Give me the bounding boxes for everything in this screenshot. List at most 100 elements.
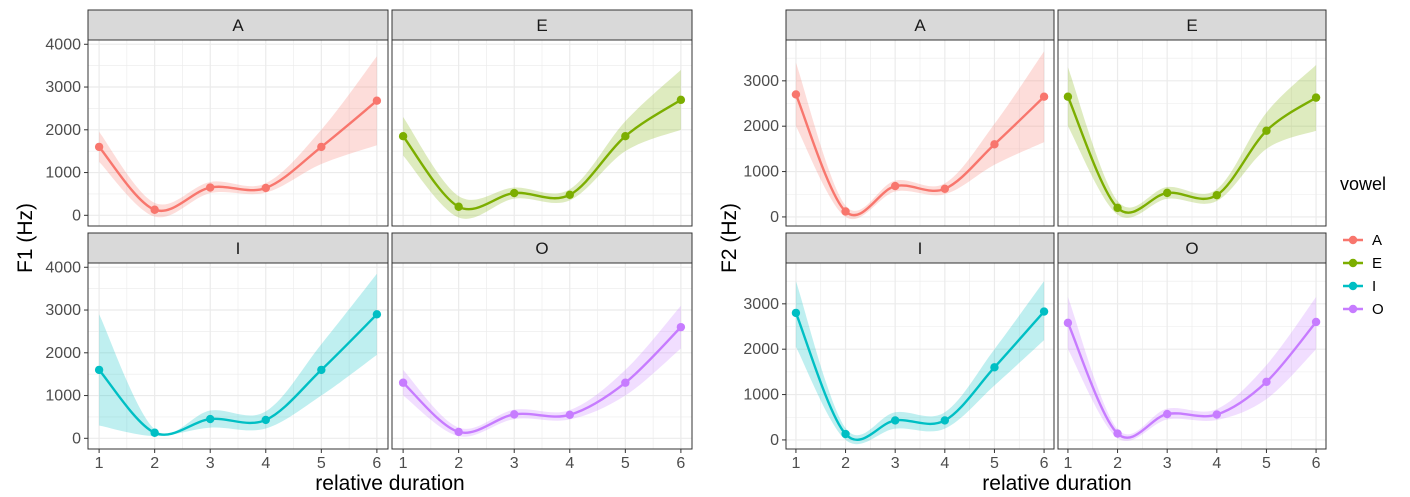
x-tick-label: 3: [1163, 455, 1172, 472]
legend-key-point: [1348, 258, 1358, 268]
y-tick-label: 2000: [743, 341, 779, 358]
data-point: [1039, 307, 1049, 316]
data-point: [398, 132, 408, 141]
data-point: [676, 95, 686, 105]
data-point: [1162, 409, 1172, 419]
facet-figure-2: A 0 1000 2000 3000 E I 0 1000 2000 3000 1 2 3 4 5 6 O 1 2 3 4…: [718, 9, 1327, 495]
panel-border: [87, 39, 389, 227]
legend-item-a: A: [1343, 232, 1382, 249]
data-point: [94, 365, 104, 375]
data-point: [372, 310, 382, 319]
strip-label: A: [232, 16, 244, 35]
y-tick-label: 4000: [45, 36, 81, 53]
panel-border: [87, 262, 389, 450]
data-point: [206, 183, 215, 192]
x-tick-label: 4: [1212, 455, 1221, 472]
facet-figure-1: A 0 1000 2000 3000 4000 E I 0 1000 2000 3000 4000 1 2 3…: [14, 9, 693, 495]
data-point: [206, 414, 215, 424]
data-point: [1262, 377, 1271, 387]
data-point: [890, 181, 900, 191]
data-point: [841, 207, 850, 216]
y-tick-label: 4000: [45, 259, 81, 276]
data-point: [676, 322, 686, 332]
data-point: [454, 427, 463, 437]
x-tick-label: 4: [940, 455, 949, 472]
y-tick-label: 1000: [743, 387, 779, 404]
x-tick-label: 6: [1040, 455, 1049, 472]
x-tick-label: 1: [95, 455, 104, 472]
data-point: [454, 202, 463, 211]
panel-border: [785, 39, 1055, 227]
strip-bg: [391, 9, 693, 41]
y-tick-label: 0: [770, 432, 779, 449]
confidence-ribbon: [99, 273, 377, 437]
legend-key-point: [1348, 304, 1358, 314]
data-point: [1063, 318, 1073, 328]
data-point: [150, 205, 159, 214]
data-point: [1113, 203, 1122, 213]
strip-bg: [87, 9, 389, 41]
confidence-ribbon: [403, 305, 681, 437]
legend-key-point: [1348, 235, 1358, 245]
x-tick-label: 3: [510, 455, 519, 472]
panel-e: E: [1057, 9, 1327, 227]
data-point: [261, 183, 270, 193]
x-tick-label: 1: [791, 455, 800, 472]
x-tick-label: 4: [565, 455, 574, 472]
x-tick-label: 5: [621, 455, 630, 472]
x-axis-title: relative duration: [982, 472, 1131, 495]
data-point: [1162, 188, 1172, 198]
legend-key-point: [1348, 281, 1358, 291]
data-point: [621, 378, 630, 387]
panel-border: [1057, 39, 1327, 227]
legend-title: vowel: [1340, 174, 1386, 194]
strip-bg: [1057, 9, 1327, 41]
data-point: [1262, 126, 1271, 135]
data-point: [1063, 92, 1073, 101]
data-point: [94, 142, 104, 152]
confidence-ribbon: [795, 51, 1045, 220]
strip-label: E: [536, 16, 547, 35]
x-tick-label: 2: [841, 455, 850, 472]
y-tick-label: 0: [72, 207, 81, 224]
data-point: [1039, 92, 1049, 101]
x-tick-label: 5: [990, 455, 999, 472]
panel-border: [391, 262, 693, 450]
strip-label: A: [914, 16, 926, 35]
confidence-ribbon: [795, 281, 1045, 445]
strip-label: E: [1186, 16, 1197, 35]
data-point: [1311, 93, 1321, 102]
y-tick-label: 2000: [45, 345, 81, 362]
panel-border: [391, 39, 693, 227]
data-point: [1212, 190, 1222, 200]
strip-bg: [87, 232, 389, 264]
data-point: [621, 132, 630, 141]
x-tick-label: 6: [372, 455, 381, 472]
grid: [88, 40, 388, 226]
x-tick-label: 1: [1063, 455, 1072, 472]
data-point: [510, 188, 519, 198]
y-tick-label: 3000: [743, 296, 779, 313]
y-tick-label: 2000: [743, 118, 779, 135]
data-point: [990, 140, 999, 149]
data-point: [317, 365, 326, 375]
legend-item-e: E: [1343, 255, 1382, 272]
x-tick-label: 3: [891, 455, 900, 472]
strip-label: O: [1185, 239, 1198, 258]
data-point: [791, 308, 801, 318]
data-point: [841, 429, 850, 439]
y-tick-label: 1000: [45, 388, 81, 405]
panel-i: I 0 1000 2000 3000 1 2 3 4 5 6: [743, 232, 1055, 472]
panel-o: O 1 2 3 4 5 6: [391, 232, 693, 472]
legend-item-o: O: [1343, 301, 1384, 318]
grid: [786, 40, 1054, 226]
panel-e: E: [391, 9, 693, 227]
data-point: [398, 378, 408, 387]
data-point: [1311, 317, 1321, 327]
x-tick-label: 5: [317, 455, 326, 472]
data-point: [1212, 410, 1222, 419]
x-axis-title: relative duration: [315, 472, 464, 495]
